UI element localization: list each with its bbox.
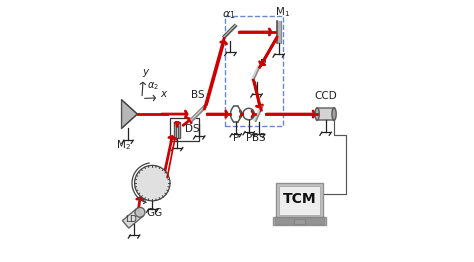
Text: P: P <box>233 133 239 143</box>
Text: BS: BS <box>252 133 266 143</box>
Polygon shape <box>251 66 260 81</box>
Bar <box>317 108 334 120</box>
Circle shape <box>135 165 170 201</box>
Ellipse shape <box>315 108 319 120</box>
Polygon shape <box>122 209 143 228</box>
Bar <box>279 186 320 215</box>
Text: DS: DS <box>185 124 200 134</box>
Text: P: P <box>260 59 266 69</box>
Bar <box>225 16 283 126</box>
Ellipse shape <box>135 207 145 217</box>
Text: BS: BS <box>191 90 205 100</box>
Text: P: P <box>246 133 252 143</box>
Text: x: x <box>160 89 166 99</box>
Text: CCD: CCD <box>314 91 337 101</box>
Bar <box>178 122 180 138</box>
Text: LD: LD <box>126 215 137 224</box>
Text: GG: GG <box>147 208 163 218</box>
Text: $\alpha_1$: $\alpha_1$ <box>222 10 236 21</box>
Polygon shape <box>254 106 263 121</box>
Text: y: y <box>142 67 148 77</box>
Text: M$_2$: M$_2$ <box>116 138 131 152</box>
Polygon shape <box>223 24 237 38</box>
Bar <box>294 219 305 223</box>
Text: M$_1$: M$_1$ <box>275 5 290 19</box>
Polygon shape <box>277 21 281 43</box>
Polygon shape <box>191 105 206 121</box>
Bar <box>275 217 324 223</box>
Polygon shape <box>121 100 137 128</box>
Bar <box>273 217 326 225</box>
Bar <box>276 183 323 217</box>
Ellipse shape <box>332 108 336 120</box>
Text: TCM: TCM <box>283 192 316 206</box>
Text: $\alpha_2$: $\alpha_2$ <box>146 80 158 92</box>
Bar <box>174 122 176 138</box>
